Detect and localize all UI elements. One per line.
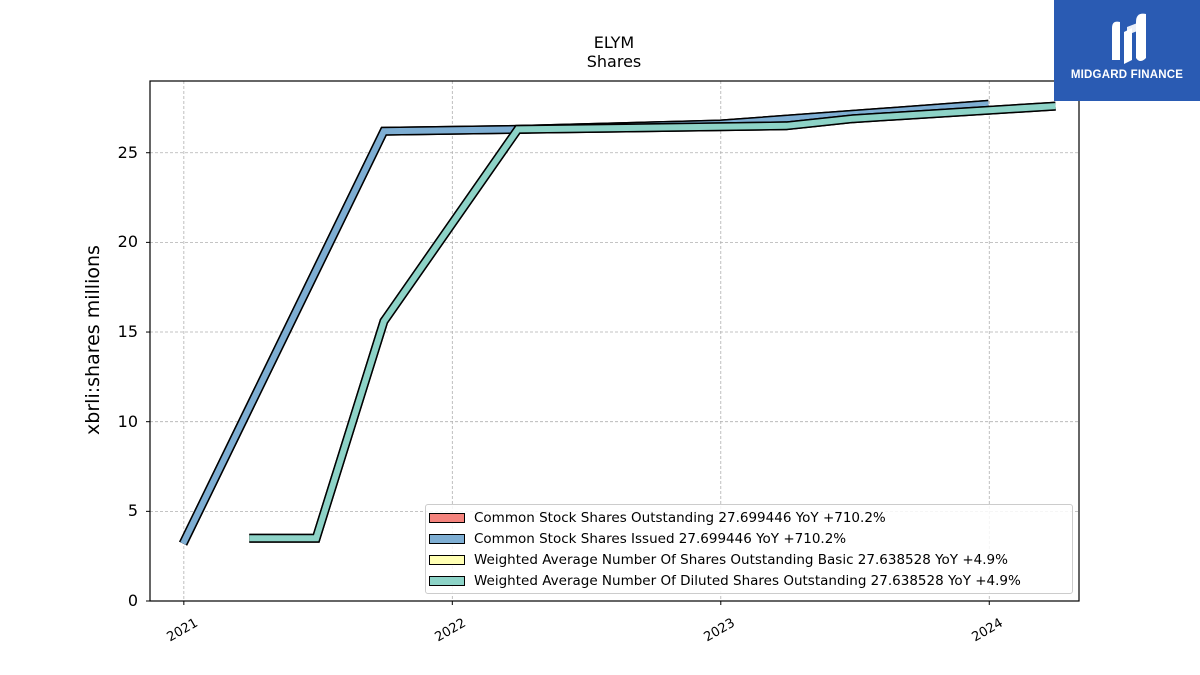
- y-tick-label: 0: [127, 591, 138, 610]
- legend-label: Weighted Average Number Of Shares Outsta…: [474, 552, 1008, 568]
- y-tick-label: 10: [117, 411, 138, 431]
- legend-swatch: [429, 555, 465, 565]
- plot-frame: [149, 80, 1080, 602]
- y-tick-label: 20: [117, 232, 138, 252]
- legend: Common Stock Shares Outstanding 27.69944…: [425, 504, 1073, 594]
- series-outline: [249, 101, 1056, 543]
- tick-marks: [146, 152, 990, 605]
- series-outline: [249, 101, 1056, 543]
- series-fill: [249, 103, 1056, 542]
- legend-swatch: [429, 534, 465, 544]
- series-fill: [180, 101, 989, 545]
- series-outline: [179, 99, 989, 546]
- y-tick-label: 5: [127, 501, 138, 521]
- legend-label: Common Stock Shares Outstanding 27.69944…: [474, 510, 886, 526]
- legend-label: Weighted Average Number Of Diluted Share…: [474, 573, 1021, 589]
- logo-mark-icon: [1112, 13, 1146, 64]
- legend-label: Common Stock Shares Issued 27.699446 YoY…: [474, 531, 847, 547]
- series-line: [179, 99, 989, 546]
- y-tick-label: 25: [117, 142, 138, 162]
- legend-item: Common Stock Shares Issued 27.699446 YoY…: [429, 530, 846, 548]
- brand-logo: MIDGARD FINANCE: [1054, 0, 1200, 101]
- y-tick-label: 15: [117, 322, 138, 342]
- chart-subtitle: Shares: [586, 52, 642, 71]
- chart-title: ELYM: [593, 33, 635, 52]
- series-outline: [179, 99, 989, 546]
- series-line: [179, 99, 989, 546]
- legend-swatch: [429, 513, 465, 523]
- legend-item: Common Stock Shares Outstanding 27.69944…: [429, 509, 886, 527]
- legend-item: Weighted Average Number Of Diluted Share…: [429, 572, 1021, 590]
- series-line: [249, 101, 1056, 543]
- series-fill: [180, 101, 989, 545]
- series-layer: [179, 99, 1056, 546]
- series-fill: [249, 103, 1056, 542]
- legend-swatch: [429, 576, 465, 586]
- logo-text: MIDGARD FINANCE: [1070, 69, 1184, 81]
- series-line: [249, 101, 1056, 543]
- grid-lines: [150, 81, 1079, 602]
- legend-item: Weighted Average Number Of Shares Outsta…: [429, 551, 1008, 569]
- y-axis-label: xbrli:shares millions: [82, 245, 104, 435]
